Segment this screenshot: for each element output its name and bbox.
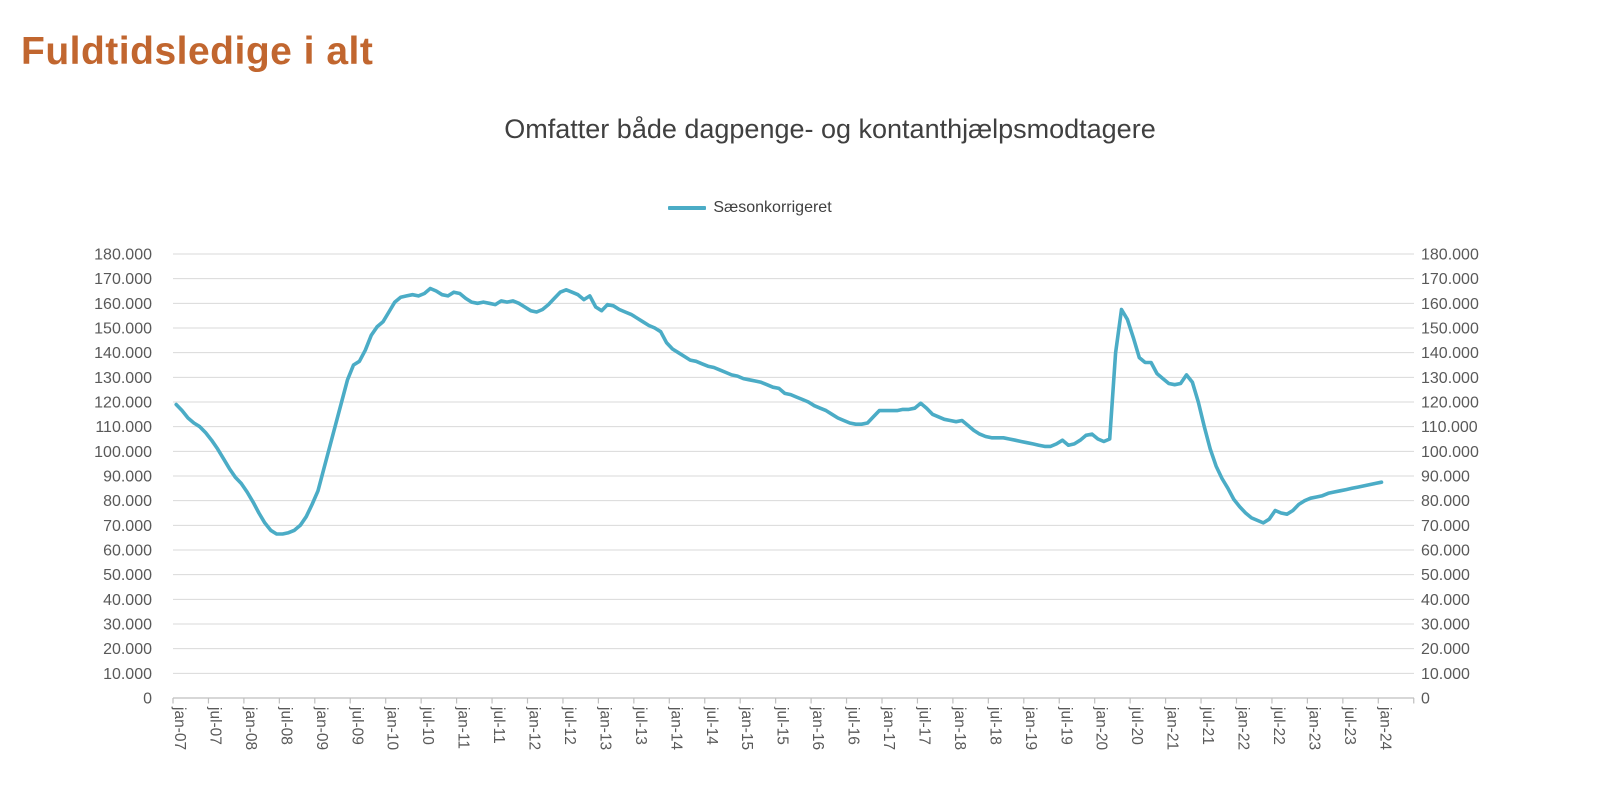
x-tick-label: jan-11 (455, 706, 472, 749)
x-tick-label: jan-23 (1305, 706, 1322, 750)
svg-text:180.000: 180.000 (1421, 247, 1479, 264)
x-axis-labels: jan-07 jul-07 jan-08 jul-08 jan-09 jul-09 jan-… (171, 706, 1393, 750)
x-tick-label: jul-20 (1128, 706, 1145, 745)
svg-text:170.000: 170.000 (94, 271, 152, 288)
svg-text:50.000: 50.000 (103, 567, 152, 584)
x-tick-label: jul-13 (632, 706, 649, 745)
x-tick-label: jan-10 (384, 706, 401, 750)
svg-text:10.000: 10.000 (103, 666, 152, 683)
svg-text:180.000: 180.000 (94, 247, 152, 264)
x-axis (172, 697, 1415, 704)
svg-text:90.000: 90.000 (103, 469, 152, 486)
svg-text:30.000: 30.000 (1421, 617, 1470, 634)
x-tick-label: jul-19 (1057, 706, 1074, 745)
page-title: Fuldtidsledige i alt (21, 30, 374, 73)
x-tick-label: jul-23 (1341, 706, 1358, 745)
x-tick-label: jul-18 (986, 706, 1003, 745)
svg-text:20.000: 20.000 (103, 641, 152, 658)
svg-text:100.000: 100.000 (1421, 444, 1479, 461)
svg-text:70.000: 70.000 (1421, 518, 1470, 535)
x-tick-label: jul-10 (419, 706, 436, 745)
x-tick-label: jul-09 (348, 706, 365, 745)
svg-text:60.000: 60.000 (1421, 543, 1470, 560)
x-tick-label: jan-21 (1164, 706, 1181, 750)
svg-text:60.000: 60.000 (103, 543, 152, 560)
x-tick-label: jul-22 (1270, 706, 1287, 745)
x-tick-label: jul-15 (774, 706, 791, 745)
x-tick-label: jan-12 (526, 706, 543, 750)
x-tick-label: jan-14 (667, 706, 684, 750)
x-tick-label: jul-11 (490, 706, 507, 744)
x-tick-label: jan-19 (1022, 706, 1039, 750)
x-tick-label: jan-15 (738, 706, 755, 750)
x-tick-label: jul-14 (703, 706, 720, 745)
svg-text:140.000: 140.000 (1421, 345, 1479, 362)
svg-text:130.000: 130.000 (1421, 370, 1479, 387)
svg-text:120.000: 120.000 (1421, 395, 1479, 412)
x-tick-label: jan-22 (1235, 706, 1252, 750)
chart-title: Omfatter både dagpenge- og kontanthjælps… (504, 114, 1156, 144)
svg-text:140.000: 140.000 (94, 345, 152, 362)
svg-text:80.000: 80.000 (1421, 493, 1470, 510)
x-tick-label: jan-24 (1376, 706, 1393, 750)
x-tick-label: jan-20 (1093, 706, 1110, 750)
svg-text:0: 0 (1421, 691, 1430, 708)
y-axis-labels-right: 0 10.000 20.000 30.000 40.000 50.000 60.000 70.… (1421, 247, 1479, 708)
svg-text:170.000: 170.000 (1421, 271, 1479, 288)
chart-legend: Sæsonkorrigeret (160, 199, 1340, 217)
svg-text:70.000: 70.000 (103, 518, 152, 535)
x-tick-label: jul-07 (206, 706, 223, 745)
x-tick-label: jan-16 (809, 706, 826, 750)
svg-text:0: 0 (143, 691, 152, 708)
svg-text:20.000: 20.000 (1421, 641, 1470, 658)
x-tick-label: jan-09 (313, 706, 330, 750)
svg-text:150.000: 150.000 (1421, 321, 1479, 338)
svg-text:160.000: 160.000 (94, 296, 152, 313)
svg-text:100.000: 100.000 (94, 444, 152, 461)
svg-text:10.000: 10.000 (1421, 666, 1470, 683)
svg-text:50.000: 50.000 (1421, 567, 1470, 584)
svg-text:120.000: 120.000 (94, 395, 152, 412)
y-axis-labels-left: 0 10.000 20.000 30.000 40.000 50.000 60.000 70.… (94, 247, 152, 708)
legend-line-marker (668, 206, 707, 210)
x-tick-label: jul-17 (915, 706, 932, 745)
svg-text:130.000: 130.000 (94, 370, 152, 387)
x-tick-label: jan-07 (171, 706, 188, 750)
x-tick-label: jan-08 (242, 706, 259, 750)
svg-text:110.000: 110.000 (1421, 419, 1478, 436)
svg-text:90.000: 90.000 (1421, 469, 1470, 486)
x-tick-label: jul-08 (277, 706, 294, 745)
x-tick-label: jan-17 (880, 706, 897, 750)
legend-label: Sæsonkorrigeret (713, 199, 832, 216)
svg-text:160.000: 160.000 (1421, 296, 1479, 313)
series-line-saesonkorrigeret (174, 286, 1384, 536)
x-tick-label: jan-13 (596, 706, 613, 750)
x-tick-label: jul-16 (845, 706, 862, 745)
svg-text:80.000: 80.000 (103, 493, 152, 510)
svg-text:30.000: 30.000 (103, 617, 152, 634)
svg-text:110.000: 110.000 (95, 419, 152, 436)
y-gridlines (173, 253, 1414, 674)
svg-text:150.000: 150.000 (94, 321, 152, 338)
svg-text:40.000: 40.000 (1421, 592, 1470, 609)
x-tick-label: jul-21 (1199, 706, 1216, 745)
x-tick-label: jan-18 (951, 706, 968, 750)
svg-text:40.000: 40.000 (103, 592, 152, 609)
x-tick-label: jul-12 (561, 706, 578, 745)
